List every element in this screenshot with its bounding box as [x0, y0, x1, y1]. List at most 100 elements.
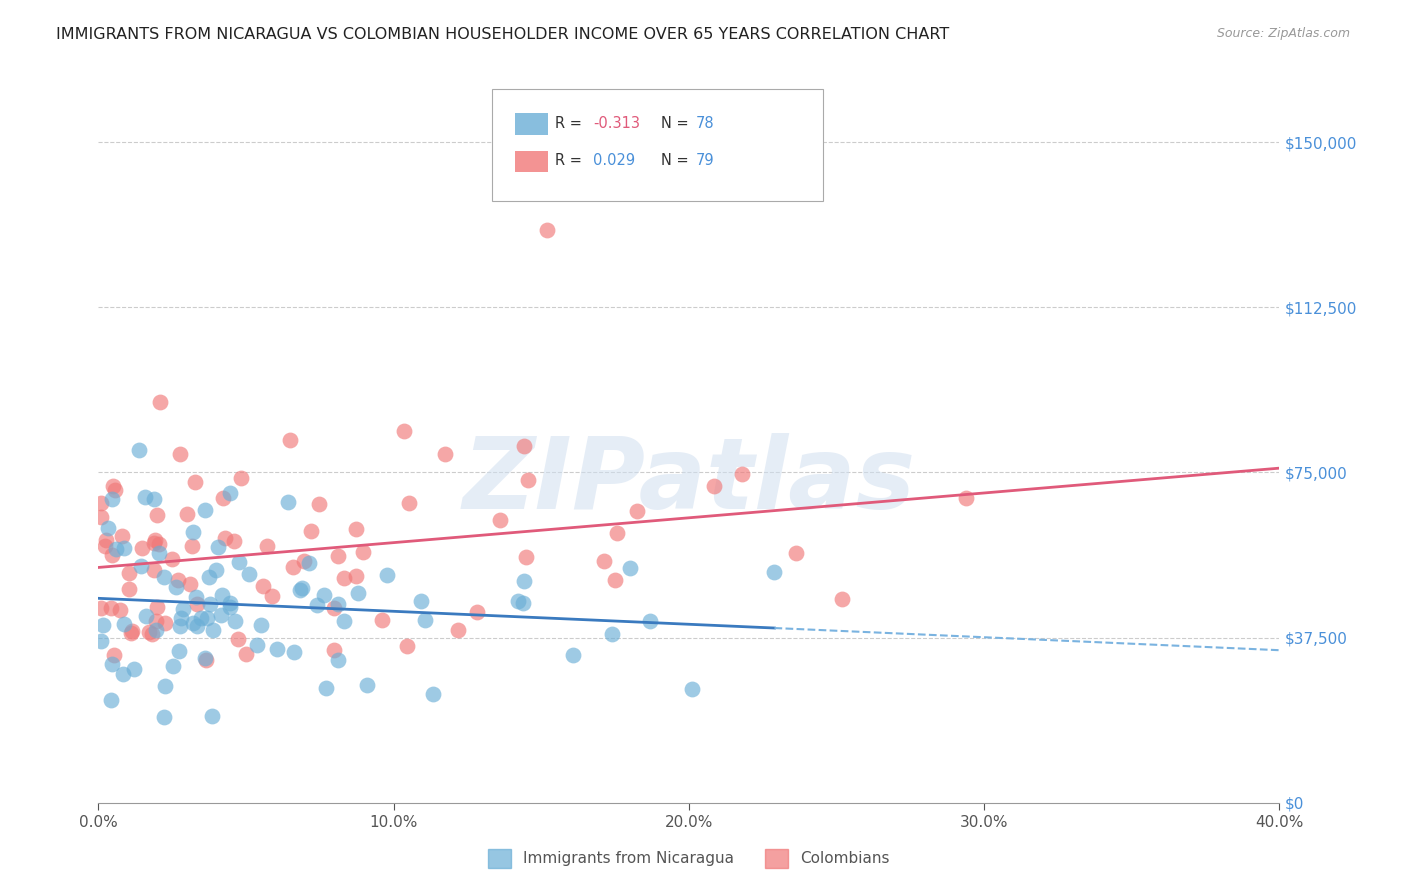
Point	[184, 475, 207, 489]
Point	[155, 616, 177, 631]
Point	[516, 473, 538, 487]
Point	[100, 600, 122, 615]
Point	[409, 594, 432, 608]
Point	[515, 549, 537, 564]
Point	[91, 618, 114, 632]
Point	[433, 447, 456, 461]
Point	[955, 491, 977, 505]
Point	[104, 542, 127, 557]
Point	[238, 567, 260, 582]
Point	[186, 619, 208, 633]
Point	[333, 614, 356, 628]
Point	[205, 563, 228, 577]
Point	[731, 467, 754, 481]
Point	[201, 708, 224, 723]
Point	[142, 492, 165, 507]
Point	[283, 645, 305, 659]
Point	[396, 640, 419, 654]
Point	[194, 653, 217, 667]
Point	[197, 570, 219, 584]
Point	[346, 586, 368, 600]
Point	[138, 625, 160, 640]
Point	[513, 574, 536, 588]
Point	[250, 618, 273, 632]
Point	[307, 598, 329, 612]
Point	[143, 533, 166, 548]
Point	[398, 496, 420, 510]
Text: 0.029: 0.029	[593, 153, 636, 168]
Point	[153, 679, 176, 693]
Text: Source: ZipAtlas.com: Source: ZipAtlas.com	[1216, 27, 1350, 40]
Point	[638, 614, 661, 628]
Point	[312, 588, 335, 602]
Point	[186, 597, 208, 611]
Point	[619, 561, 641, 575]
Point	[256, 539, 278, 553]
Point	[561, 648, 583, 662]
Point	[252, 579, 274, 593]
Point	[266, 641, 288, 656]
Point	[277, 494, 299, 508]
Point	[447, 624, 470, 638]
Point	[145, 614, 167, 628]
Point	[328, 653, 350, 667]
Point	[101, 479, 124, 493]
Point	[322, 642, 344, 657]
Point	[606, 526, 628, 541]
Legend: Immigrants from Nicaragua, Colombians: Immigrants from Nicaragua, Colombians	[482, 843, 896, 873]
Point	[703, 479, 725, 493]
Point	[153, 570, 176, 584]
Point	[169, 618, 191, 632]
Point	[184, 591, 207, 605]
Point	[149, 395, 172, 409]
Point	[143, 536, 166, 550]
Point	[170, 611, 193, 625]
Point	[356, 677, 378, 691]
Point	[165, 580, 187, 594]
Point	[90, 509, 112, 524]
Point	[288, 582, 311, 597]
Point	[100, 693, 122, 707]
Point	[422, 687, 444, 701]
Point	[465, 605, 488, 619]
Point	[183, 615, 205, 630]
Point	[763, 566, 786, 580]
Text: R =: R =	[555, 153, 586, 168]
Point	[181, 540, 204, 554]
Text: IMMIGRANTS FROM NICARAGUA VS COLOMBIAN HOUSEHOLDER INCOME OVER 65 YEARS CORRELAT: IMMIGRANTS FROM NICARAGUA VS COLOMBIAN H…	[56, 27, 949, 42]
Text: ZIPatlas: ZIPatlas	[463, 434, 915, 530]
Point	[246, 638, 269, 652]
Point	[118, 582, 141, 597]
Point	[176, 507, 198, 521]
Point	[94, 540, 117, 554]
Point	[122, 662, 145, 676]
Point	[108, 603, 131, 617]
Point	[394, 425, 416, 439]
Point	[94, 533, 117, 547]
Point	[207, 540, 229, 554]
Point	[224, 614, 246, 628]
Point	[344, 569, 367, 583]
Point	[831, 591, 853, 606]
Point	[172, 602, 194, 616]
Point	[145, 600, 167, 615]
Point	[489, 513, 512, 527]
Point	[90, 633, 112, 648]
Point	[536, 223, 558, 237]
Point	[135, 608, 157, 623]
Point	[198, 597, 221, 611]
Point	[194, 503, 217, 517]
Point	[326, 597, 349, 611]
Point	[681, 682, 703, 697]
Point	[112, 667, 135, 681]
Point	[153, 710, 176, 724]
Point	[209, 607, 232, 622]
Point	[118, 566, 141, 580]
Point	[103, 648, 125, 663]
Point	[602, 627, 624, 641]
Point	[101, 657, 124, 671]
Point	[148, 537, 170, 551]
Point	[375, 567, 398, 582]
Point	[352, 545, 374, 559]
Point	[291, 582, 314, 596]
